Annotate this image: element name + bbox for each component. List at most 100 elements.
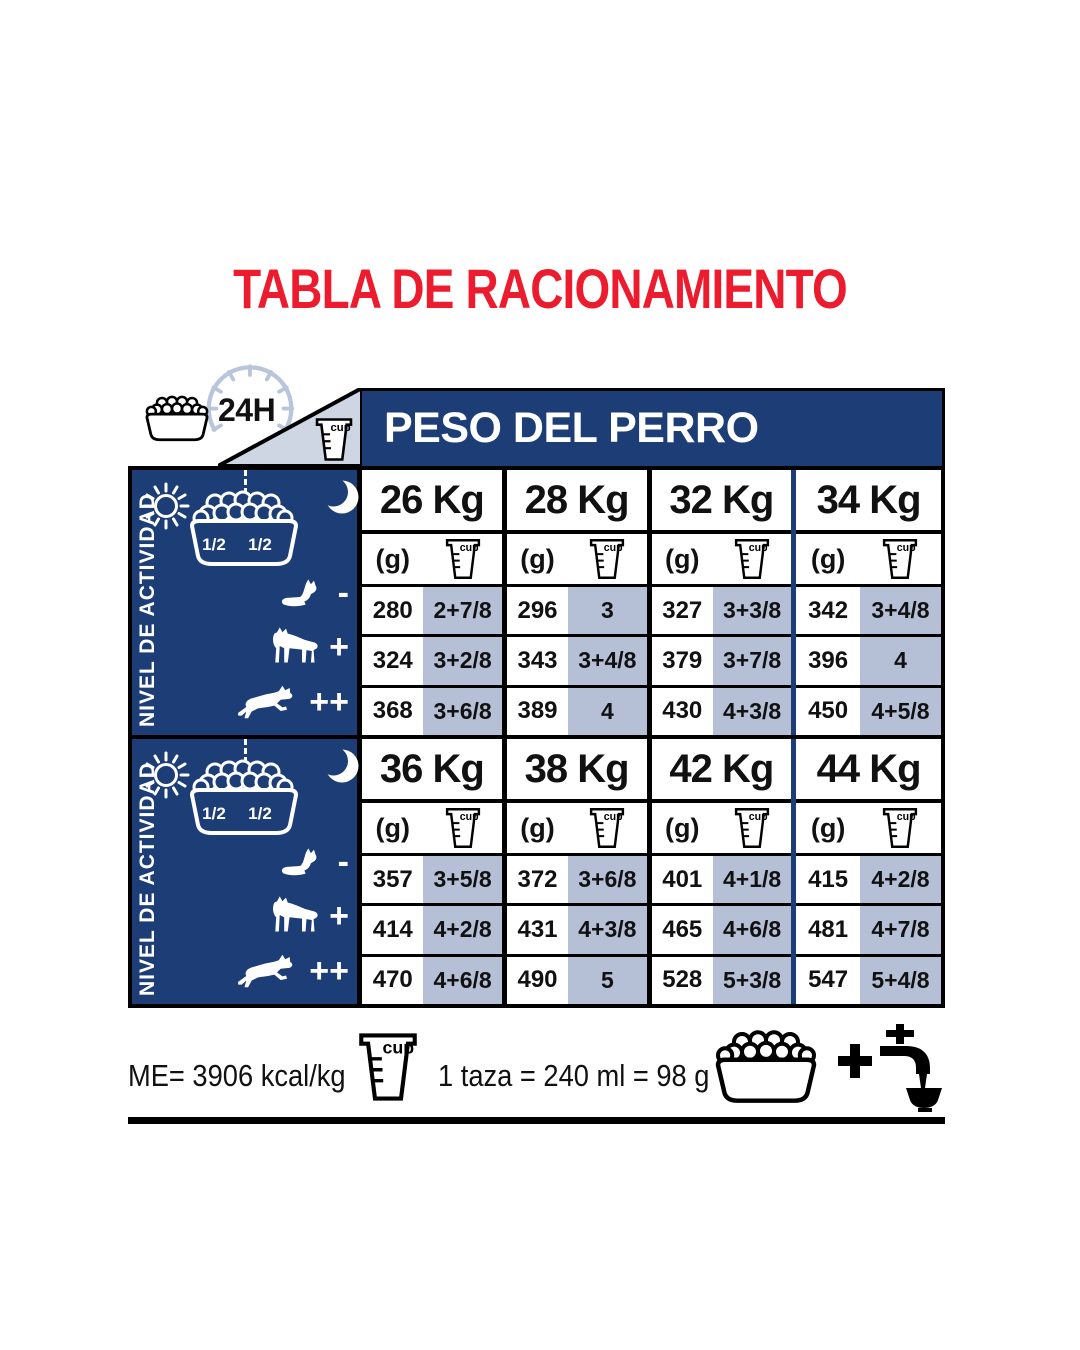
activity-sidebar: NIVEL DE ACTIVIDAD [132, 739, 362, 1004]
table-row: 450 4+5/8 [796, 687, 941, 735]
grams-value: 414 [372, 915, 413, 943]
cups-value: 2+7/8 [423, 587, 502, 635]
cups-value: 4+6/8 [712, 906, 792, 954]
svg-text:1/2: 1/2 [248, 804, 272, 823]
grams-value: 481 [808, 915, 849, 943]
grams-value: 324 [372, 646, 413, 674]
table-row: 357 3+5/8 [362, 856, 502, 907]
table-row: 465 4+6/8 [651, 906, 792, 957]
measuring-cup-icon: cup [590, 808, 625, 848]
svg-text:cup: cup [604, 542, 623, 554]
table-row: 414 4+2/8 [362, 906, 502, 957]
cups-value: 4+3/8 [568, 906, 647, 954]
svg-text:cup: cup [459, 542, 478, 554]
grams-unit-label: (g) [810, 543, 846, 574]
sun-icon [142, 482, 190, 530]
table-row: 368 3+6/8 [362, 687, 502, 735]
grams-value: 431 [517, 915, 558, 943]
kibble-bowl-icon [715, 1030, 817, 1103]
low-activity-dog-icon [281, 579, 317, 607]
cup-unit-icon: cup [713, 806, 791, 850]
footer-divider [128, 1117, 945, 1124]
svg-text:cup: cup [897, 542, 916, 554]
grams-value: 490 [517, 966, 558, 994]
svg-text:cup: cup [749, 542, 768, 554]
half-portions-bowl-icon: 1/2 1/2 [189, 759, 299, 835]
table-row: 528 5+3/8 [652, 956, 792, 1004]
svg-text:cup: cup [331, 422, 351, 434]
weight-header: 44 Kg [796, 739, 941, 803]
cups-value: 4+6/8 [423, 956, 502, 1004]
cups-value: 3+6/8 [568, 856, 647, 904]
activity-level-rows: - + ++ [217, 837, 349, 998]
24h-label: 24H [218, 392, 276, 428]
grams-value: 368 [372, 697, 413, 725]
grams-unit-label: (g) [520, 543, 555, 574]
grams-value: 389 [517, 697, 558, 725]
high-activity-dog-icon [238, 954, 293, 988]
weight-column-28kg: 28 Kg (g) cup 296 3 343 3+4/8 389 4 [506, 470, 652, 735]
grams-value: 465 [662, 915, 703, 943]
medium-activity-dog-icon [273, 896, 318, 932]
weight-header: 36 Kg [362, 739, 502, 803]
cups-value: 4+7/8 [859, 906, 941, 954]
plus-icon [838, 1044, 872, 1078]
activity-row-medium: + [267, 895, 349, 936]
sun-icon [142, 751, 190, 799]
table-row: 327 3+3/8 [651, 587, 792, 638]
units-row: (g) cup [651, 803, 792, 856]
weight-column-32kg: 32 Kg (g) cup 327 3+3/8 379 3+7/8 430 4+3/8 [651, 470, 797, 735]
grams-unit-label: (g) [375, 812, 410, 843]
cup-unit-icon: cup [423, 537, 501, 581]
measuring-cup-icon: cup [734, 539, 770, 579]
svg-text:cup: cup [897, 811, 916, 823]
table-row: 343 3+4/8 [506, 637, 647, 688]
cup-unit-icon: cup [713, 537, 791, 581]
svg-text:cup: cup [749, 811, 768, 823]
svg-text:1/2: 1/2 [248, 535, 272, 554]
weight-column-36kg: 36 Kg (g) cup 357 3+5/8 414 4+2/8 470 4+6/8 [362, 739, 507, 1004]
grams-unit-label: (g) [665, 543, 700, 574]
table-row: 547 5+4/8 [796, 956, 941, 1004]
cups-value: 4 [568, 687, 647, 735]
half-portions-bowl-icon: 1/2 1/2 [189, 490, 299, 566]
activity-sign: + [329, 896, 349, 935]
cups-value: 3+4/8 [859, 587, 941, 635]
cups-value: 4+1/8 [712, 856, 792, 904]
units-row: (g) cup [362, 534, 502, 587]
grams-value: 372 [517, 865, 558, 893]
low-activity-dog-icon [281, 848, 317, 876]
units-row: (g) cup [796, 803, 941, 856]
high-activity-dog-icon [238, 685, 293, 719]
activity-sign: ++ [309, 683, 349, 721]
cups-value: 4+2/8 [859, 856, 941, 904]
weight-column-38kg: 38 Kg (g) cup 372 3+6/8 431 4+3/8 490 5 [506, 739, 652, 1004]
metabolizable-energy-label: ME= 3906 kcal/kg [128, 1058, 346, 1093]
grams-value: 343 [517, 646, 558, 674]
weight-header: 26 Kg [362, 470, 502, 534]
svg-text:cup: cup [383, 1037, 415, 1057]
medium-activity-dog-icon [273, 627, 318, 663]
cups-value: 3+6/8 [423, 687, 502, 735]
cup-unit-icon: cup [860, 537, 941, 581]
units-row: (g) cup [506, 534, 647, 587]
kibble-bowl-icon [145, 395, 209, 442]
ration-section-1: NIVEL DE ACTIVIDAD [128, 466, 945, 739]
cups-value: 5+4/8 [859, 956, 941, 1004]
cup-equivalence-label: 1 taza = 240 ml = 98 g [438, 1058, 710, 1093]
measuring-cup-icon: cup [883, 808, 918, 848]
weight-header: 42 Kg [651, 739, 792, 803]
weight-column-34kg: 34 Kg (g) cup 342 3+4/8 396 4 450 4+5/8 [796, 470, 941, 735]
cups-value: 5 [568, 956, 647, 1004]
units-row: (g) cup [362, 803, 502, 856]
table-row: 470 4+6/8 [362, 956, 502, 1004]
activity-sign: + [329, 627, 349, 666]
weight-columns: 26 Kg (g) cup 280 2+7/8 324 3+2/8 368 3+6/8 [362, 470, 941, 735]
weight-header: 28 Kg [506, 470, 647, 534]
grams-value: 528 [662, 966, 703, 994]
grams-unit-label: (g) [665, 812, 700, 843]
svg-text:cup: cup [459, 811, 478, 823]
weight-header: 38 Kg [506, 739, 647, 803]
grams-value: 415 [808, 865, 849, 893]
table-row: 396 4 [796, 637, 941, 688]
